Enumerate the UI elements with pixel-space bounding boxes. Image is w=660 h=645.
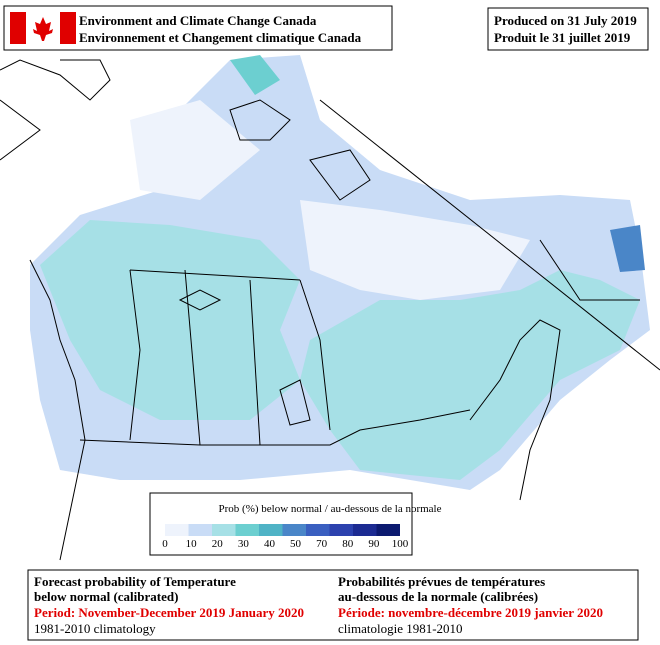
maple-leaf bbox=[33, 17, 53, 41]
map-lines bbox=[0, 59, 660, 561]
footer-box bbox=[27, 569, 639, 641]
legend: Prob (%) below normal / au-dessous de la… bbox=[149, 492, 442, 556]
legend-swatch bbox=[353, 524, 377, 536]
footer: Forecast probability of Temperature belo… bbox=[27, 569, 639, 641]
legend-tick-label: 30 bbox=[238, 538, 250, 550]
footer-en-line1: Forecast probability of Temperature bbox=[34, 574, 236, 589]
agency-fr: Environnement et Changement climatique C… bbox=[79, 30, 362, 45]
footer-en-line2: below normal (calibrated) bbox=[34, 589, 178, 604]
footer-en-climatology: 1981-2010 climatology bbox=[34, 621, 156, 636]
legend-swatch bbox=[165, 524, 189, 536]
legend-swatch bbox=[235, 524, 259, 536]
footer-fr-line1: Probabilités prévues de températures bbox=[338, 574, 545, 589]
flag-bar bbox=[60, 12, 76, 44]
footer-fr-period: Période: novembre-décembre 2019 janvier … bbox=[338, 605, 603, 620]
legend-swatch bbox=[306, 524, 330, 536]
footer-en-period: Period: November-December 2019 January 2… bbox=[34, 605, 304, 620]
legend-swatch bbox=[259, 524, 283, 536]
legend-tick-label: 90 bbox=[368, 538, 380, 550]
footer-fr-line2: au-dessous de la normale (calibrées) bbox=[338, 589, 538, 604]
produced-en: Produced on 31 July 2019 bbox=[494, 13, 637, 28]
header-left: Environment and Climate Change Canada En… bbox=[3, 5, 393, 51]
header-right: Produced on 31 July 2019 Produit le 31 j… bbox=[487, 7, 649, 51]
legend-tick-label: 0 bbox=[162, 538, 168, 550]
date-box bbox=[487, 7, 649, 51]
legend-tick-label: 40 bbox=[264, 538, 276, 550]
legend-title: Prob (%) below normal / au-dessous de la… bbox=[219, 503, 442, 515]
footer-fr-climatology: climatologie 1981-2010 bbox=[338, 621, 463, 636]
produced-fr: Produit le 31 juillet 2019 bbox=[494, 30, 631, 45]
legend-swatch bbox=[329, 524, 353, 536]
legend-tick-label: 80 bbox=[342, 538, 354, 550]
legend-swatch bbox=[188, 524, 212, 536]
legend-swatch bbox=[212, 524, 236, 536]
legend-tick-label: 100 bbox=[392, 538, 409, 550]
legend-tick-label: 50 bbox=[290, 538, 302, 550]
legend-tick-label: 20 bbox=[212, 538, 224, 550]
map-shading bbox=[30, 55, 650, 490]
legend-swatch bbox=[376, 524, 400, 536]
legend-swatch bbox=[282, 524, 306, 536]
legend-tick-label: 10 bbox=[186, 538, 198, 550]
legend-tick-label: 70 bbox=[316, 538, 328, 550]
agency-en: Environment and Climate Change Canada bbox=[79, 13, 317, 28]
flag-bar bbox=[10, 12, 26, 44]
